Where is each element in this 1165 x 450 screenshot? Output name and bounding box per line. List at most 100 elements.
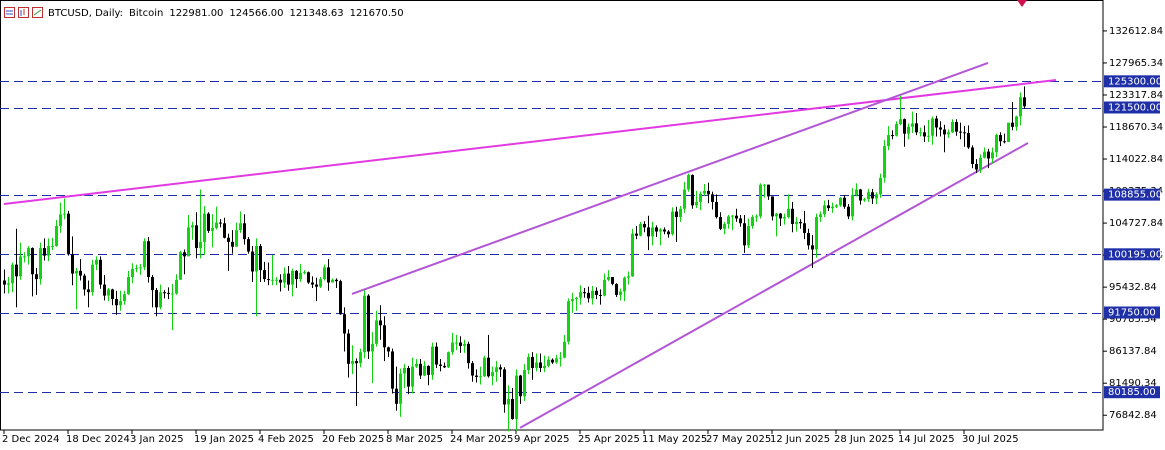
candle-body xyxy=(751,217,754,227)
candle-body xyxy=(71,254,74,274)
candle-body xyxy=(15,264,18,277)
candle-body xyxy=(651,227,654,237)
candle-body xyxy=(551,359,554,363)
candle-body xyxy=(503,369,506,405)
candle-body xyxy=(47,246,50,256)
candle-body xyxy=(131,268,134,278)
candle-body xyxy=(655,227,658,232)
candle-body xyxy=(263,270,266,280)
x-tick-label: 30 Jul 2025 xyxy=(962,434,1019,445)
candle-body xyxy=(663,229,666,232)
candle-body xyxy=(351,361,354,364)
candle-body xyxy=(591,290,594,299)
candle-body xyxy=(447,352,450,368)
candle-body xyxy=(911,123,914,127)
candle-body xyxy=(659,229,662,232)
x-tick-label: 4 Feb 2025 xyxy=(258,434,314,445)
candle-body xyxy=(999,135,1002,142)
candle-body xyxy=(575,297,578,300)
level-label-box xyxy=(1104,101,1160,114)
x-tick-label: 14 Jul 2025 xyxy=(898,434,955,445)
candle-body xyxy=(787,208,790,218)
candle-body xyxy=(127,277,130,295)
candle-body xyxy=(411,366,414,387)
candle-body xyxy=(163,292,166,294)
candle-body xyxy=(559,357,562,359)
candle-body xyxy=(711,194,714,202)
candle-body xyxy=(183,252,186,257)
candle-body xyxy=(151,277,154,291)
candle-body xyxy=(35,274,38,280)
candle-body xyxy=(355,361,358,364)
candle-body xyxy=(31,248,34,275)
candle-body xyxy=(539,362,542,368)
ohlc-low: 121348.63 xyxy=(289,7,344,19)
candle-body xyxy=(111,289,114,300)
candle-body xyxy=(547,359,550,366)
candle-body xyxy=(643,223,646,228)
candle-body xyxy=(315,284,318,287)
candle-body xyxy=(171,293,174,295)
candle-body xyxy=(347,333,350,364)
candle-body xyxy=(311,282,314,285)
y-tick-label: 132612.84 xyxy=(1109,26,1163,37)
candle-body xyxy=(223,223,226,238)
candle-body xyxy=(211,228,214,231)
candle-body xyxy=(51,246,54,248)
candle-body xyxy=(995,135,998,153)
candle-body xyxy=(119,301,122,306)
candle-body xyxy=(755,216,758,218)
candle-body xyxy=(383,325,386,348)
candle-body xyxy=(1003,141,1006,143)
candle-body xyxy=(699,193,702,202)
candle-body xyxy=(831,206,834,209)
candle-body xyxy=(859,189,862,201)
candle-body xyxy=(647,227,650,237)
candle-body xyxy=(1007,122,1010,142)
candle-body xyxy=(135,268,138,270)
level-label-box xyxy=(1104,188,1160,201)
candle-body xyxy=(291,270,294,285)
candle-body xyxy=(187,227,190,257)
candle-body xyxy=(3,280,6,285)
candle-body xyxy=(335,279,338,282)
candle-body xyxy=(1011,122,1014,127)
candle-body xyxy=(779,213,782,219)
candle-body xyxy=(899,119,902,125)
candle-body xyxy=(275,279,278,281)
candle-body xyxy=(607,277,610,280)
candle-body xyxy=(487,357,490,377)
candle-body xyxy=(675,211,678,218)
candle-body xyxy=(715,201,718,218)
candle-body xyxy=(563,341,566,358)
level-label: 80185.00 xyxy=(1108,387,1156,398)
candle-body xyxy=(987,151,990,159)
candle-body xyxy=(271,279,274,281)
x-tick-label: 27 May 2025 xyxy=(706,434,771,445)
candle-body xyxy=(967,132,970,148)
candle-body xyxy=(847,206,850,217)
candle-body xyxy=(691,175,694,206)
x-tick-label: 19 Jan 2025 xyxy=(194,434,254,445)
candle-body xyxy=(799,221,802,224)
trendline xyxy=(3,79,1057,205)
candle-body xyxy=(299,272,302,280)
candle-body xyxy=(583,292,586,294)
header: BTCUSD, Daily: Bitcoin 122981.00 124566.… xyxy=(4,6,410,20)
header-icons xyxy=(4,7,43,18)
candle-body xyxy=(499,367,502,370)
candle-body xyxy=(339,281,342,315)
candle-body xyxy=(467,343,470,364)
level-label: 125300.00 xyxy=(1108,76,1162,87)
candle-body xyxy=(579,292,582,298)
candle-body xyxy=(27,248,30,257)
candle-body xyxy=(75,270,78,274)
ohlc-open: 122981.00 xyxy=(169,7,224,19)
candle-body xyxy=(495,367,498,373)
level-label-box xyxy=(1104,386,1160,399)
candle-body xyxy=(915,123,918,133)
candle-body xyxy=(103,284,106,296)
candle-body xyxy=(247,239,250,252)
candle-body xyxy=(367,295,370,352)
candle-body xyxy=(719,217,722,229)
